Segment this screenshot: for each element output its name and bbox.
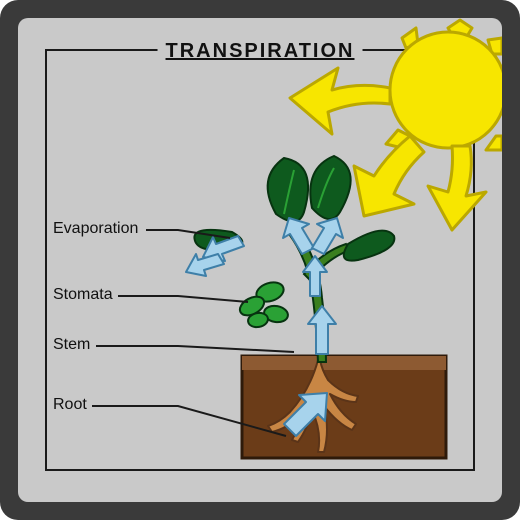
sun-arrow (290, 68, 390, 134)
arrow-leaf (283, 218, 314, 254)
arrow-evap (186, 254, 224, 276)
diagram-svg (18, 18, 502, 502)
sun-disc (390, 32, 502, 148)
sun-arrow (428, 146, 486, 230)
label-root: Root (53, 396, 87, 414)
label-stomata: Stomata (53, 286, 113, 304)
diagram-title: TRANSPIRATION (158, 40, 363, 63)
label-evaporation: Evaporation (53, 220, 138, 238)
diagram-canvas: TRANSPIRATION Evaporation Stomata Stem R… (18, 18, 502, 502)
label-stem: Stem (53, 336, 90, 354)
sun-arrow (354, 136, 424, 216)
outer-frame: TRANSPIRATION Evaporation Stomata Stem R… (0, 0, 520, 520)
soil (242, 356, 446, 458)
arrow-stem (308, 306, 336, 354)
